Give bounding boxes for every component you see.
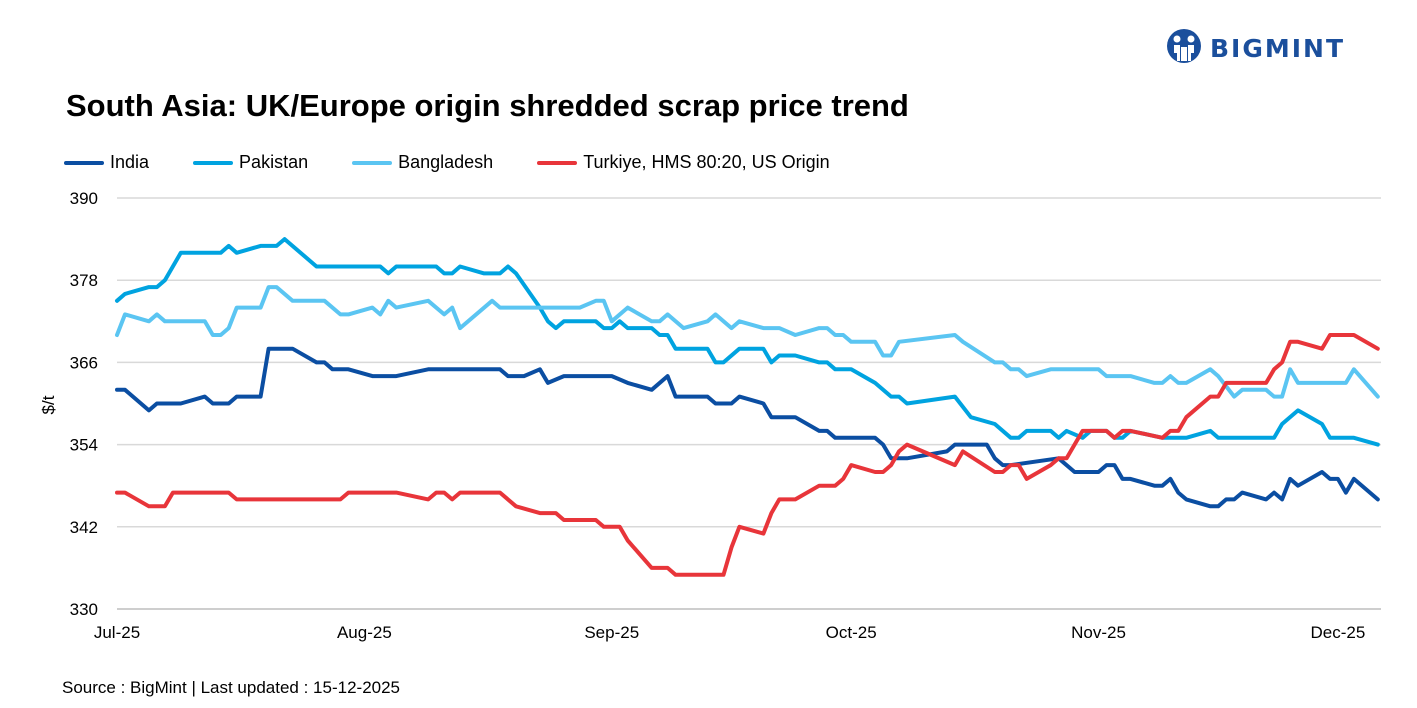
legend-item: Turkiye, HMS 80:20, US Origin [537, 152, 830, 173]
legend-swatch [537, 160, 578, 165]
y-tick-label: 330 [70, 600, 98, 619]
y-tick-label: 354 [70, 436, 98, 455]
legend-swatch [64, 160, 104, 165]
legend-label: Bangladesh [398, 152, 494, 172]
legend: India Pakistan Bangladesh Turkiye, HMS 80:2… [64, 152, 874, 173]
bigmint-logo: BIGMINT [1166, 28, 1345, 68]
series-line-india [115, 346, 1380, 509]
x-tick-label: Aug-25 [337, 623, 392, 642]
x-tick-label: Sep-25 [584, 623, 639, 642]
logo-figure-icon [1167, 29, 1201, 63]
legend-swatch [193, 160, 234, 165]
legend-label: Turkiye, HMS 80:20, US Origin [583, 152, 830, 172]
legend-label: India [110, 152, 150, 172]
y-tick-label: 366 [70, 353, 98, 372]
y-tick-label: 378 [70, 271, 98, 290]
legend-item: Bangladesh [352, 152, 493, 173]
x-tick-label: Nov-25 [1071, 623, 1126, 642]
x-tick-label: Oct-25 [826, 623, 877, 642]
source-note: Source : BigMint | Last updated : 15-12-… [62, 678, 401, 697]
y-axis-label: $/t [39, 395, 58, 414]
series-line-turkiye [115, 333, 1380, 577]
series-line-bangladesh [115, 285, 1380, 399]
chart-title: South Asia: UK/Europe origin shredded sc… [66, 88, 909, 123]
logo-text: BIGMINT [1210, 33, 1346, 63]
y-tick-label: 390 [70, 189, 98, 208]
legend-label: Pakistan [239, 152, 309, 172]
legend-item: Pakistan [193, 152, 308, 173]
y-tick-label: 342 [70, 518, 98, 537]
legend-swatch [352, 160, 393, 165]
x-tick-label: Dec-25 [1311, 623, 1366, 642]
legend-item: India [64, 152, 149, 173]
x-tick-label: Jul-25 [94, 623, 140, 642]
